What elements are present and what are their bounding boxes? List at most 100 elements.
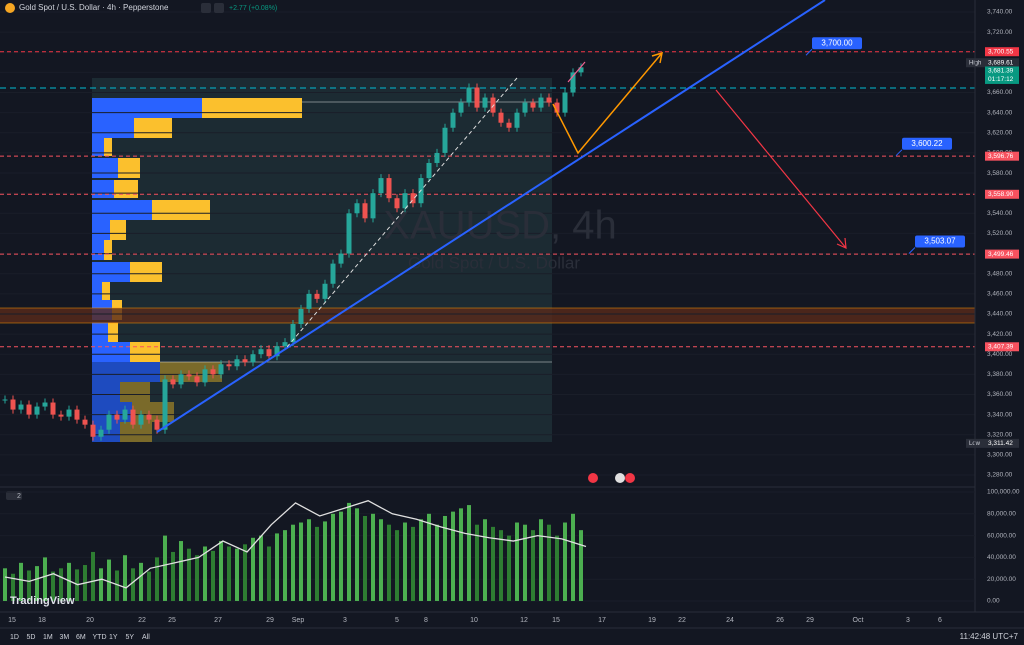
- volume-bar: [467, 505, 471, 601]
- volume-bar: [339, 511, 343, 601]
- candle: [242, 359, 248, 363]
- volume-bar: [307, 519, 311, 601]
- volume-bar: [555, 535, 559, 601]
- profile-bar: [118, 158, 140, 178]
- logo: TradingView: [10, 595, 75, 607]
- volume-bar: [411, 526, 415, 601]
- profile-bar: [134, 118, 172, 138]
- price-label-bg: [985, 74, 1019, 84]
- symbol-icon: [5, 3, 15, 13]
- candle: [482, 97, 488, 108]
- candle: [322, 283, 328, 299]
- volume-bar: [283, 530, 287, 601]
- volume-bar: [67, 562, 71, 601]
- candle: [10, 399, 16, 410]
- timeframe-button[interactable]: 1M: [43, 634, 53, 641]
- timeframe-button[interactable]: YTD: [93, 634, 107, 641]
- price-label-bg: [985, 151, 1019, 161]
- candle: [138, 414, 144, 425]
- profile-bar: [132, 402, 174, 422]
- annotation-label: 3,700.00: [821, 38, 853, 47]
- annotation-label: 3,600.22: [911, 139, 943, 148]
- volume-bar: [91, 551, 95, 601]
- volume-bar: [211, 550, 215, 601]
- y-tick-label: 3,540.00: [987, 210, 1013, 217]
- price-label: 3,499.46: [988, 251, 1014, 258]
- timeframe-button[interactable]: 1Y: [109, 634, 118, 641]
- candle: [226, 364, 232, 367]
- candle: [346, 213, 352, 254]
- volume-bar: [251, 537, 255, 601]
- trend-line-dashed: [286, 77, 518, 348]
- candle: [42, 402, 48, 407]
- annotation-bg: [812, 37, 862, 50]
- projection-arrow: [567, 61, 586, 83]
- x-tick-label: Oct: [853, 617, 864, 624]
- button[interactable]: [214, 3, 224, 13]
- candle: [442, 127, 448, 153]
- volume-bar: [147, 571, 151, 601]
- timeframe-button[interactable]: 6M: [76, 634, 86, 641]
- candle: [58, 414, 64, 417]
- trend-line: [156, 0, 826, 433]
- x-tick-label: 6: [938, 617, 942, 624]
- timeframe-button[interactable]: 5Y: [126, 634, 135, 641]
- candle: [106, 414, 112, 430]
- volume-bar: [395, 530, 399, 601]
- volume-bar: [507, 535, 511, 601]
- candle: [26, 404, 32, 415]
- volume-bar: [139, 562, 143, 601]
- symbol-title[interactable]: Gold Spot / U.S. Dollar · 4h · Peppersto…: [19, 3, 169, 12]
- candle: [298, 308, 304, 325]
- volume-bar: [203, 546, 207, 601]
- price-label-bg: [985, 66, 1019, 76]
- pane-badge-bg[interactable]: [6, 491, 22, 500]
- event-icon[interactable]: [625, 473, 635, 483]
- annotation-stem: [895, 149, 903, 157]
- candle: [546, 97, 552, 103]
- pane-badge[interactable]: 2: [17, 493, 21, 500]
- candle: [170, 379, 176, 385]
- timeframe-button[interactable]: 1D: [10, 634, 19, 641]
- volume-bar: [259, 535, 263, 601]
- profile-bar: [120, 382, 150, 402]
- event-icon[interactable]: [615, 473, 625, 483]
- volume-bar: [187, 548, 191, 601]
- candle: [426, 162, 432, 179]
- volume-bar: [355, 508, 359, 601]
- volume-bar: [179, 541, 183, 601]
- profile-bar: [92, 402, 132, 422]
- timeframe-button[interactable]: All: [142, 634, 150, 641]
- candle: [314, 293, 320, 299]
- candle: [498, 112, 504, 123]
- volume-bar: [59, 568, 63, 601]
- timeframe-button[interactable]: 3M: [60, 634, 70, 641]
- volume-bar: [131, 568, 135, 601]
- y-tick-label: 3,340.00: [987, 411, 1013, 418]
- x-tick-label: 22: [678, 617, 686, 624]
- candle: [250, 354, 256, 363]
- profile-bar: [202, 98, 302, 118]
- x-tick-label: 15: [8, 617, 16, 624]
- arrow-head: [836, 237, 847, 249]
- event-icon[interactable]: [588, 473, 598, 483]
- timeframe-button[interactable]: 5D: [27, 634, 36, 641]
- profile-bar: [114, 180, 138, 198]
- button[interactable]: [201, 3, 211, 13]
- candle: [402, 193, 408, 209]
- profile-bar: [92, 180, 114, 198]
- x-tick-label: 12: [520, 617, 528, 624]
- x-tick-label: 10: [470, 617, 478, 624]
- profile-bar: [92, 220, 110, 240]
- x-tick-label: 3: [343, 617, 347, 624]
- profile-bar: [130, 342, 160, 362]
- candle: [50, 402, 56, 415]
- annotation-stem: [908, 247, 916, 254]
- volume-bar: [571, 513, 575, 601]
- candle: [282, 342, 288, 347]
- price-label: 3,689.61: [988, 59, 1014, 66]
- time-axis: 15 18 20 22 25 27 29 Sep 3 5 8 10 12 15 17 19 22 24 26 29 Oc…: [8, 617, 942, 624]
- candle: [82, 419, 88, 425]
- profile-bar: [92, 240, 104, 260]
